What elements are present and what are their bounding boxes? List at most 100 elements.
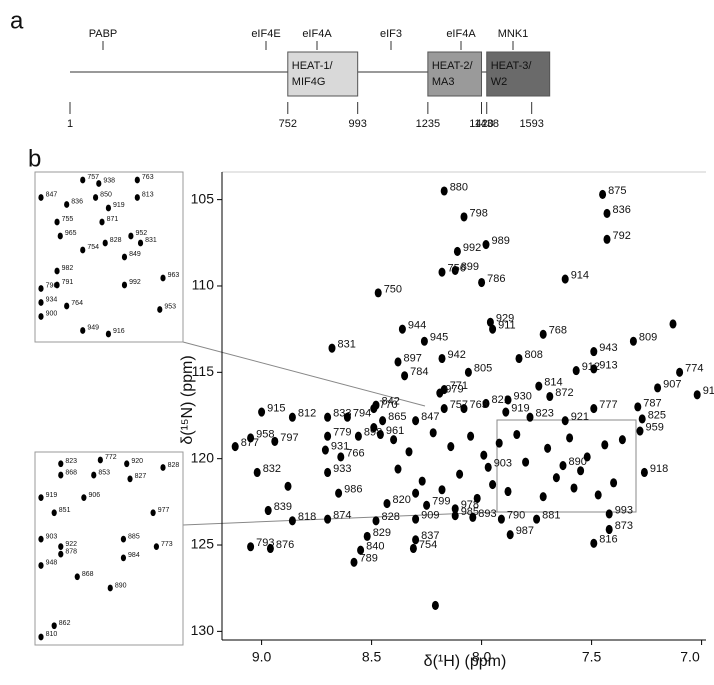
- peak: [693, 390, 701, 400]
- peak: [271, 436, 279, 446]
- peak-label: 881: [542, 510, 560, 522]
- partner-label: MNK1: [498, 28, 529, 40]
- peak: [486, 317, 494, 327]
- peak: [583, 452, 591, 462]
- peak-label: 913: [599, 359, 617, 371]
- peak-label: 919: [511, 402, 529, 414]
- peak: [412, 535, 420, 545]
- peak: [64, 201, 70, 208]
- peak: [394, 464, 402, 474]
- peak: [438, 485, 446, 495]
- peak-label: 992: [463, 242, 481, 254]
- peak: [38, 313, 44, 320]
- domain-label: W2: [491, 76, 508, 88]
- peak-label: 766: [346, 447, 364, 459]
- residue-label: 1235: [416, 118, 440, 130]
- peak-label: 893: [478, 508, 496, 520]
- peak: [324, 412, 332, 422]
- peak: [92, 194, 99, 201]
- peak: [38, 562, 44, 569]
- peak-label: 944: [408, 320, 426, 332]
- peak: [552, 473, 560, 483]
- peak: [478, 277, 486, 288]
- peak: [127, 475, 133, 483]
- peak: [418, 476, 426, 486]
- peak-label: 871: [107, 216, 119, 223]
- peak: [74, 573, 80, 581]
- peak: [64, 302, 70, 310]
- peak-label: 797: [280, 432, 298, 444]
- peak-label: 757: [87, 174, 99, 181]
- peak: [561, 274, 569, 284]
- peak: [337, 452, 345, 462]
- peak-label: 989: [492, 235, 510, 247]
- peak: [535, 381, 543, 391]
- peak-label: 791: [62, 279, 74, 286]
- peak-label: 873: [615, 520, 633, 532]
- peak: [618, 435, 626, 445]
- peak: [605, 509, 613, 519]
- peak: [394, 357, 402, 367]
- peak: [669, 319, 677, 329]
- peak-label: 850: [100, 192, 112, 199]
- peak-label: 828: [382, 511, 400, 523]
- peak-label: 916: [113, 328, 125, 335]
- peak-label: 900: [46, 311, 58, 318]
- peak: [379, 416, 387, 426]
- peak-label: 918: [650, 463, 668, 475]
- peak-label: 987: [516, 525, 534, 537]
- peak-label: 828: [110, 237, 122, 244]
- peak-label: 786: [487, 273, 505, 285]
- peak-label: 799: [432, 496, 450, 508]
- peak-label: 929: [496, 313, 514, 325]
- peak-label: 961: [386, 425, 404, 437]
- peak-label: 851: [59, 507, 71, 514]
- peak: [469, 512, 477, 522]
- peak: [636, 426, 644, 436]
- peak-label: 814: [544, 377, 562, 389]
- peak: [451, 504, 459, 514]
- peak: [409, 543, 417, 554]
- peak-label: 754: [419, 539, 437, 551]
- partner-label: PABP: [89, 28, 118, 40]
- peak: [431, 600, 439, 611]
- y-tick-label: 125: [191, 536, 215, 552]
- peak: [544, 443, 552, 453]
- peak-label: 770: [379, 399, 397, 411]
- peak-label: 832: [263, 463, 281, 475]
- peak: [120, 535, 127, 543]
- peak: [420, 336, 428, 346]
- peak-label: 812: [298, 408, 316, 420]
- peak: [440, 404, 448, 414]
- peak-label: 813: [142, 192, 154, 199]
- peak-label: 820: [393, 494, 411, 506]
- peak-label: 977: [158, 507, 170, 514]
- peak: [288, 412, 296, 422]
- partner-label: eIF4E: [251, 28, 280, 40]
- peak: [54, 281, 60, 289]
- peak: [58, 471, 64, 479]
- residue-label: 1: [67, 118, 73, 130]
- peak-label: 919: [46, 492, 58, 499]
- peak: [480, 450, 488, 460]
- peak: [258, 407, 266, 417]
- peak: [629, 336, 637, 346]
- peak: [80, 246, 86, 254]
- peak-label: 847: [421, 411, 439, 423]
- peak: [482, 398, 490, 408]
- peak: [504, 486, 512, 497]
- y-tick-label: 120: [191, 449, 215, 465]
- peak: [38, 633, 44, 641]
- peak-label: 978: [461, 499, 479, 511]
- peak-label: 825: [648, 409, 666, 421]
- peak: [266, 543, 274, 554]
- peak: [495, 438, 503, 448]
- peak: [357, 545, 365, 555]
- peak: [99, 218, 105, 226]
- peak-label: 836: [613, 204, 631, 216]
- peak: [58, 543, 64, 550]
- peak: [124, 460, 130, 468]
- peak-label: 754: [87, 244, 99, 251]
- peak-label: 876: [276, 539, 294, 551]
- peak: [398, 324, 406, 334]
